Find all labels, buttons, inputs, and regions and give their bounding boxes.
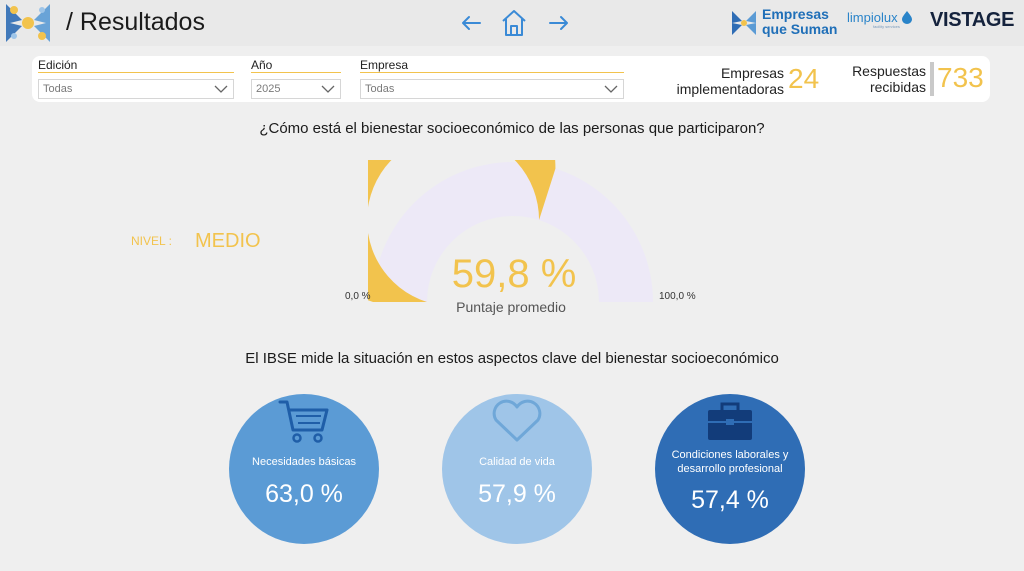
aspect-value: 57,4 % bbox=[691, 486, 769, 514]
brand-line2: que Suman bbox=[762, 21, 838, 37]
filter-edicion-value: Todas bbox=[43, 83, 73, 95]
nivel-value: MEDIO bbox=[195, 230, 261, 252]
limpiolux-logo: limpiolux facility services bbox=[847, 10, 913, 29]
aspect-calidad-de-vida: Calidad de vida 57,9 % bbox=[442, 394, 592, 544]
filter-anio-label: Año bbox=[251, 58, 341, 73]
aspect-condiciones-laborales: Condiciones laborales y desarrollo profe… bbox=[655, 394, 805, 544]
kpi-empresas-label: Empresas implementadoras bbox=[644, 65, 784, 97]
filter-edicion-label: Edición bbox=[38, 58, 234, 73]
aspect-label-line1: Condiciones laborales y bbox=[671, 449, 789, 461]
nivel-label: NIVEL : bbox=[131, 234, 172, 248]
gauge-min-label: 0,0 % bbox=[345, 291, 371, 302]
aspect-label: Necesidades básicas bbox=[252, 456, 356, 468]
filter-anio: Año 2025 bbox=[251, 58, 341, 99]
kpi-divider bbox=[930, 62, 934, 96]
empresas-que-suman-text: Empresas que Suman bbox=[762, 7, 837, 37]
page-title: / Resultados bbox=[66, 8, 205, 36]
arrow-right-icon[interactable] bbox=[546, 10, 572, 36]
water-drop-icon bbox=[902, 11, 913, 24]
gauge-track bbox=[373, 162, 653, 302]
kpi-respuestas-label-line2: recibidas bbox=[869, 79, 926, 95]
aspect-necesidades-basicas: Necesidades básicas 63,0 % bbox=[229, 394, 379, 544]
gauge-value: 59,8 % bbox=[451, 252, 577, 296]
filter-anio-value: 2025 bbox=[256, 83, 281, 95]
aspect-value: 63,0 % bbox=[265, 480, 343, 508]
empresas-que-suman-logo-icon bbox=[732, 11, 756, 35]
aspect-label-line2: desarrollo profesional bbox=[677, 463, 783, 475]
kpi-empresas: Empresas implementadoras 24 bbox=[664, 56, 824, 102]
limpiolux-subtext: facility services bbox=[873, 24, 900, 29]
filter-empresa-dropdown[interactable]: Todas bbox=[360, 79, 624, 99]
limpiolux-text: limpiolux bbox=[847, 10, 898, 25]
gauge-max-label: 100,0 % bbox=[659, 291, 696, 302]
kpi-empresas-label-line2: implementadoras bbox=[676, 81, 784, 97]
section-question: ¿Cómo está el bienestar socioeconómico d… bbox=[259, 120, 765, 137]
arrow-left-icon[interactable] bbox=[458, 10, 484, 36]
kpi-respuestas-value: 733 bbox=[937, 62, 984, 93]
heart-icon bbox=[492, 399, 542, 442]
filter-anio-dropdown[interactable]: 2025 bbox=[251, 79, 341, 99]
briefcase-icon bbox=[708, 402, 752, 440]
filter-edicion: Edición Todas bbox=[38, 58, 234, 99]
filter-empresa: Empresa Todas bbox=[360, 58, 624, 99]
filter-bar: Edición Todas Año 2025 Empresa Todas Emp… bbox=[32, 56, 990, 102]
shopping-cart-icon bbox=[278, 400, 329, 443]
kpi-empresas-label-line1: Empresas bbox=[720, 65, 784, 81]
empresas-que-suman-logo: Empresas que Suman bbox=[730, 5, 842, 41]
aspect-label: Calidad de vida bbox=[479, 456, 555, 468]
gauge-chart bbox=[368, 160, 653, 302]
chevron-down-icon bbox=[321, 85, 335, 93]
filter-empresa-value: Todas bbox=[365, 83, 395, 95]
kpi-respuestas-label-line1: Respuestas bbox=[852, 63, 926, 79]
vistage-logo: VISTAGE bbox=[930, 9, 1015, 31]
header-bar: / Resultados Empresas que Suman limpiolu… bbox=[0, 0, 1024, 46]
chevron-down-icon bbox=[604, 85, 618, 93]
gauge-caption: Puntaje promedio bbox=[456, 299, 566, 315]
kpi-empresas-value: 24 bbox=[788, 63, 820, 94]
kpi-respuestas: Respuestas recibidas 733 bbox=[840, 56, 990, 102]
gauge-fill bbox=[368, 160, 556, 302]
aspect-label: Condiciones laborales y desarrollo profe… bbox=[655, 448, 805, 476]
filter-empresa-label: Empresa bbox=[360, 58, 624, 73]
aspect-value: 57,9 % bbox=[478, 480, 556, 508]
app-logo-icon bbox=[6, 4, 50, 42]
section-subtitle: El IBSE mide la situación en estos aspec… bbox=[245, 350, 779, 367]
chevron-down-icon bbox=[214, 85, 228, 93]
filter-edicion-dropdown[interactable]: Todas bbox=[38, 79, 234, 99]
brand-line1: Empresas bbox=[762, 6, 829, 22]
home-icon[interactable] bbox=[500, 8, 528, 38]
kpi-respuestas-label: Respuestas recibidas bbox=[836, 63, 926, 95]
